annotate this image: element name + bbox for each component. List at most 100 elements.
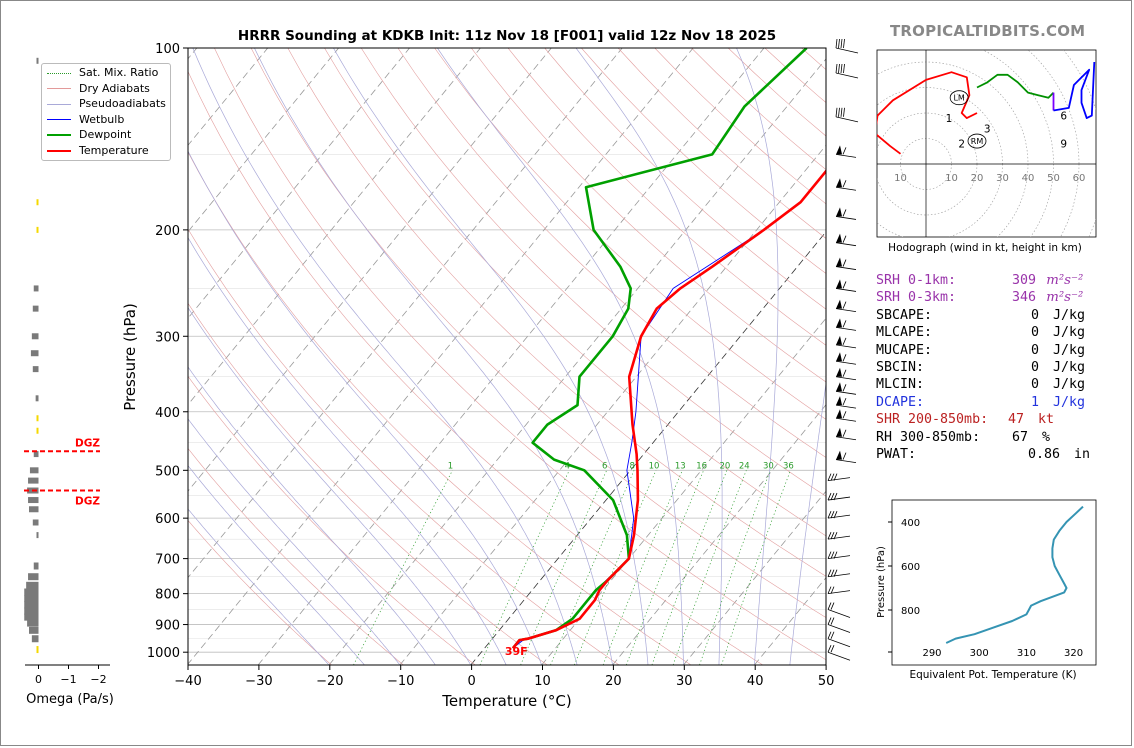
param-value: 0 xyxy=(1030,307,1039,323)
dry-adiabat xyxy=(507,48,826,346)
param-label: DCAPE: xyxy=(876,394,925,410)
param-value: 0 xyxy=(1030,342,1039,358)
param-value: 47 xyxy=(1007,412,1024,428)
barb-flag xyxy=(836,409,842,419)
legend-item-temperature: Temperature xyxy=(47,144,149,158)
wind-barb xyxy=(835,145,857,158)
mixing-ratio-label: 20 xyxy=(720,461,731,471)
barb-flag xyxy=(836,396,842,406)
dry-adiabat xyxy=(188,70,764,665)
barb-feather xyxy=(830,631,835,639)
dry-adiabat xyxy=(188,228,620,665)
barb-feather xyxy=(830,473,835,481)
barb-flag xyxy=(836,450,842,460)
mixing-ratio-line xyxy=(699,470,771,665)
isotherm-line xyxy=(399,144,826,665)
barb-feather xyxy=(827,631,832,639)
param-value: 0 xyxy=(1030,325,1039,341)
omega-bar xyxy=(31,333,39,340)
param-row: SBCIN: 0 J/kg xyxy=(876,359,1090,376)
barb-shaft xyxy=(827,514,851,519)
hodograph-tick-label: 50 xyxy=(1047,173,1060,184)
hodograph-tick-label: 30 xyxy=(996,173,1009,184)
omega-bar xyxy=(28,573,39,581)
wind-barb xyxy=(827,532,851,540)
param-unit: J/kg xyxy=(1045,325,1086,341)
barb-feather xyxy=(842,369,847,377)
omega-bar xyxy=(36,226,39,233)
x-tick-label: 0 xyxy=(467,674,475,689)
param-value: 1 xyxy=(1030,394,1039,410)
y-tick-label: 300 xyxy=(155,330,180,345)
barb-feather xyxy=(830,532,835,540)
wind-barb xyxy=(835,409,857,422)
barb-feather xyxy=(830,602,835,610)
param-row: DCAPE: 1 J/kg xyxy=(876,394,1090,411)
mixing-ratio-label: 10 xyxy=(649,461,660,471)
mixing-ratio-label: 16 xyxy=(696,461,707,471)
mixing-ratio-line xyxy=(672,470,747,665)
param-value: 0 xyxy=(1030,377,1039,393)
barb-feather xyxy=(842,320,847,328)
barb-shaft xyxy=(835,417,857,422)
mixing-ratio-label: 4 xyxy=(565,461,570,471)
omega-bar xyxy=(30,350,39,357)
omega-bar xyxy=(29,467,39,474)
wind-barb xyxy=(835,257,857,270)
barb-shaft xyxy=(827,609,851,618)
barb-feather xyxy=(842,452,847,460)
barb-feather xyxy=(830,492,835,501)
legend-item-dewpoint: Dewpoint xyxy=(47,128,131,142)
wind-barb xyxy=(835,207,857,220)
omega-bar xyxy=(24,613,39,621)
omega-bar xyxy=(36,532,39,539)
param-row: MUCAPE: 0 J/kg xyxy=(876,342,1090,359)
param-row: SBCAPE: 0 J/kg xyxy=(876,307,1090,324)
mixing-ratio-label: 8 xyxy=(629,461,634,471)
storm-motion-marker xyxy=(949,90,969,106)
surface-temperature-label: 39F xyxy=(505,645,528,658)
param-label: MUCAPE: xyxy=(876,342,933,358)
mixing-ratio-line xyxy=(573,470,657,665)
param-row: PWAT: 0.86 in xyxy=(876,446,1090,463)
x-tick-label: 10 xyxy=(534,674,551,689)
wind-barb xyxy=(827,569,851,578)
mixing-ratio-line xyxy=(651,470,728,665)
barb-feather xyxy=(830,645,835,653)
hodograph-tick-label: 20 xyxy=(971,173,984,184)
hodograph-caption: Hodograph (wind in kt, height in km) xyxy=(888,242,1082,254)
wind-barb xyxy=(827,602,851,618)
omega-bar xyxy=(36,427,39,434)
dry-adiabat xyxy=(360,48,826,497)
mixing-ratio-line xyxy=(602,470,683,665)
legend-item-dry-adiabats: Dry Adiabats xyxy=(47,82,150,96)
brand-watermark: TROPICALTIDBITS.COM xyxy=(890,22,1086,40)
isotherm-line xyxy=(470,231,826,665)
dry-adiabat xyxy=(434,48,826,420)
mixing-ratio-label: 6 xyxy=(602,461,607,471)
dry-adiabat xyxy=(324,48,826,537)
hodograph-trace xyxy=(1053,61,1096,119)
pseudoadiabat xyxy=(188,237,507,665)
barb-feather xyxy=(843,63,845,74)
barb-feather xyxy=(833,569,838,577)
barb-feather xyxy=(842,301,847,309)
pseudoadiabat xyxy=(188,307,472,665)
barb-feather xyxy=(843,107,845,117)
isotherm-line xyxy=(188,48,410,319)
theta-e-x-tick-label: 320 xyxy=(1064,648,1083,659)
barb-shaft xyxy=(835,242,857,247)
theta-e-x-tick-label: 310 xyxy=(1017,648,1036,659)
barb-feather xyxy=(842,281,847,289)
hodograph-trace xyxy=(877,71,978,155)
chart-title: HRRR Sounding at KDKB Init: 11z Nov 18 [… xyxy=(238,28,776,44)
isotherm-line xyxy=(683,490,826,665)
barb-shaft xyxy=(835,72,859,79)
omega-bar xyxy=(24,601,39,609)
param-row: SRH 0-3km: 346 m²s⁻² xyxy=(876,289,1090,306)
barb-feather xyxy=(842,354,847,362)
barb-shaft xyxy=(835,390,857,395)
omega-bar xyxy=(33,285,39,292)
